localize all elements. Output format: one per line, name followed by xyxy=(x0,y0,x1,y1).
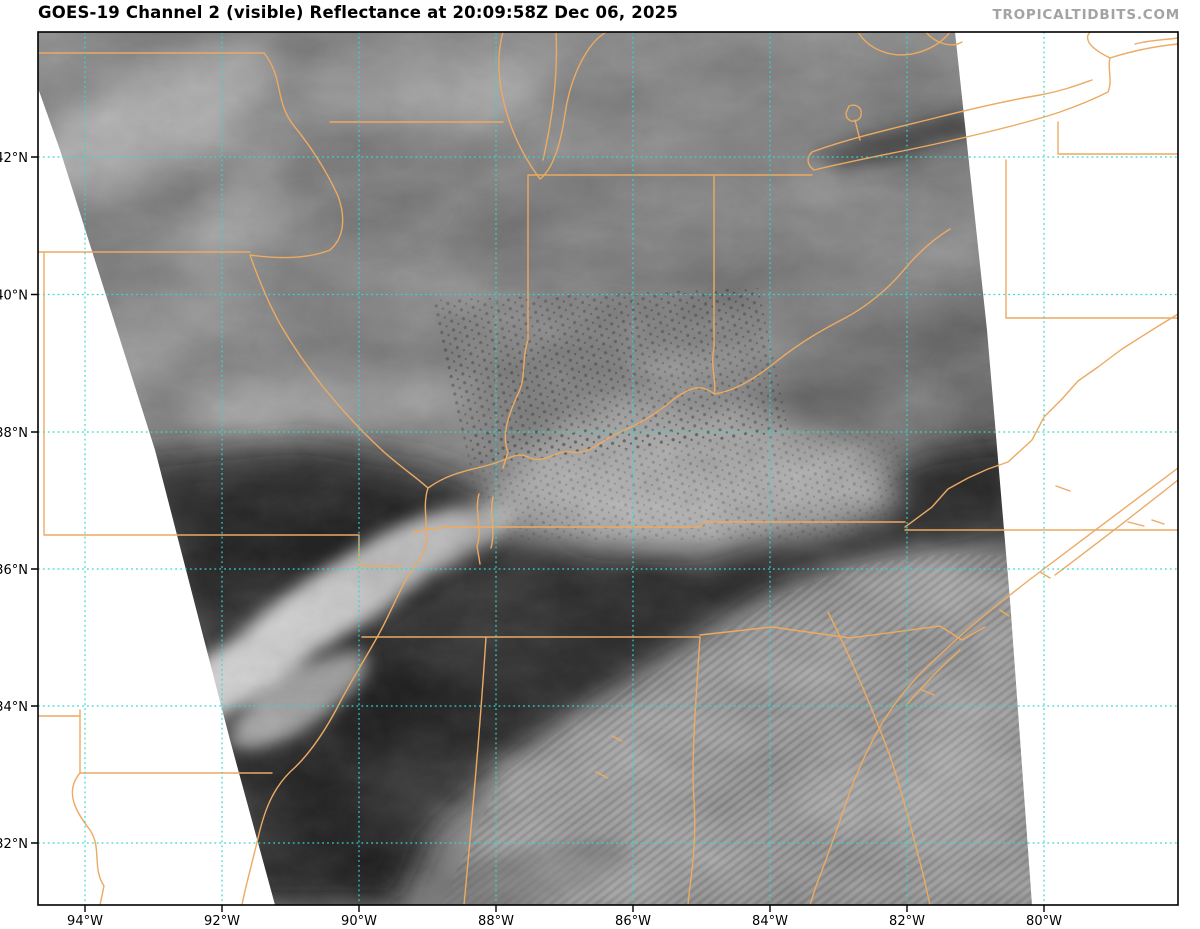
lon-label: 90°W xyxy=(341,914,377,929)
lon-label: 86°W xyxy=(615,914,651,929)
lon-label: 80°W xyxy=(1026,914,1062,929)
lat-label: 36°N xyxy=(0,563,28,578)
small-lakes xyxy=(476,485,1165,779)
atlantic-coastline xyxy=(809,467,1178,905)
satellite-swath xyxy=(38,32,1032,905)
lon-label: 88°W xyxy=(478,914,514,929)
lat-label: 40°N xyxy=(0,289,28,304)
latlon-graticule xyxy=(38,32,1178,905)
fine-grain-texture xyxy=(38,32,1032,905)
great-lakes-shorelines xyxy=(498,32,1178,180)
river-borders xyxy=(71,52,951,905)
axis-ticks xyxy=(31,156,1045,912)
state-borders xyxy=(38,52,1178,905)
page-title: GOES-19 Channel 2 (visible) Reflectance … xyxy=(38,3,678,22)
lon-label: 92°W xyxy=(204,914,240,929)
geo-borders xyxy=(38,32,1178,905)
latitude-axis: 42°N 40°N 38°N 36°N 34°N 32°N xyxy=(0,151,28,852)
watermark-tropicaltidbits: TROPICALTIDBITS.COM xyxy=(992,7,1180,23)
lon-label: 94°W xyxy=(67,914,103,929)
lat-label: 42°N xyxy=(0,151,28,166)
lat-label: 38°N xyxy=(0,426,28,441)
lon-label: 82°W xyxy=(889,914,925,929)
lat-label: 34°N xyxy=(0,700,28,715)
lon-label: 84°W xyxy=(752,914,788,929)
lat-label: 32°N xyxy=(0,837,28,852)
map-frame xyxy=(37,31,1179,906)
longitude-axis: 94°W 92°W 90°W 88°W 86°W 84°W 82°W 80°W xyxy=(67,914,1062,929)
